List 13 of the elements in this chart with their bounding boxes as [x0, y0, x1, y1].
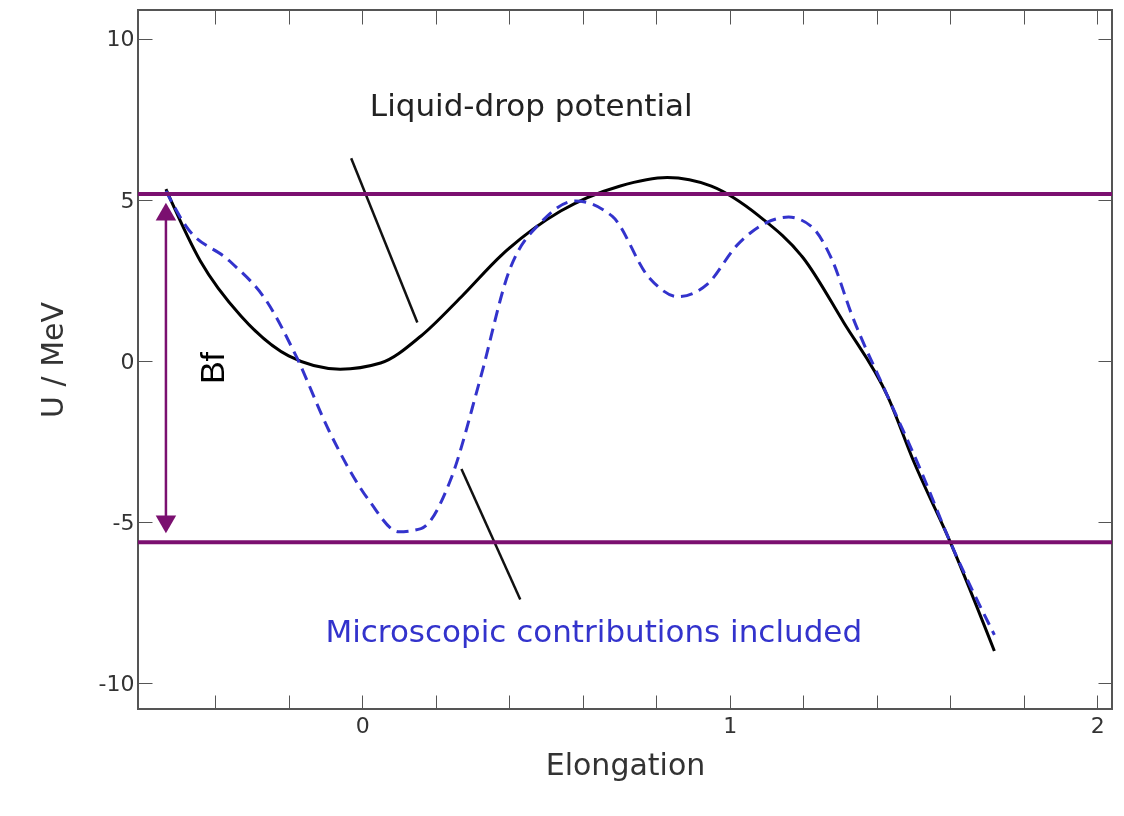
y-tick-label: -10	[98, 670, 135, 696]
x-tick-label: 1	[723, 712, 738, 738]
y-tick-label: 10	[106, 26, 135, 52]
text: Microscopic contributions included	[325, 613, 863, 650]
x-tick-label: 2	[1090, 712, 1105, 738]
annotation: Bf	[192, 351, 231, 385]
y-axis-title: U / MeV	[34, 301, 70, 419]
y-tick-label: 0	[120, 348, 135, 374]
x-tick-label: 0	[355, 712, 370, 738]
y-tick-label: -5	[112, 509, 135, 535]
y-tick-label: 5	[120, 187, 135, 213]
x-axis-title: Elongation	[545, 746, 706, 782]
series-label: Liquid-drop potential	[369, 86, 693, 123]
